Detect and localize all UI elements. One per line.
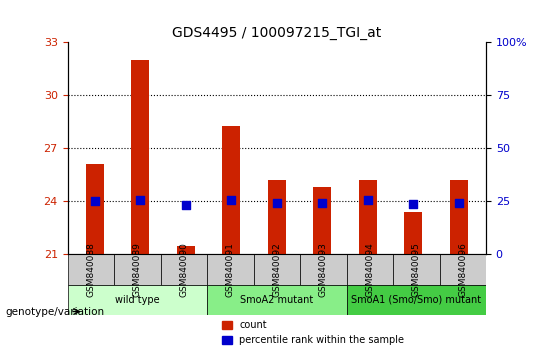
Bar: [222, 126, 240, 255]
Text: GSM840090: GSM840090: [179, 242, 188, 297]
Bar: [268, 180, 286, 255]
Bar: [177, 246, 195, 255]
Text: GSM840089: GSM840089: [133, 242, 141, 297]
FancyBboxPatch shape: [207, 255, 253, 285]
Point: [318, 200, 327, 205]
Text: GSM840091: GSM840091: [226, 242, 235, 297]
Bar: [359, 180, 377, 255]
FancyBboxPatch shape: [68, 255, 114, 285]
FancyBboxPatch shape: [347, 285, 486, 315]
FancyBboxPatch shape: [160, 255, 207, 285]
FancyBboxPatch shape: [347, 255, 393, 285]
FancyBboxPatch shape: [393, 255, 440, 285]
Point: [409, 201, 417, 206]
FancyBboxPatch shape: [253, 255, 300, 285]
FancyBboxPatch shape: [440, 255, 486, 285]
Text: genotype/variation: genotype/variation: [5, 307, 105, 316]
Text: SmoA1 (Smo/Smo) mutant: SmoA1 (Smo/Smo) mutant: [351, 295, 481, 305]
Bar: [86, 164, 104, 255]
Text: GSM840096: GSM840096: [458, 242, 467, 297]
FancyBboxPatch shape: [300, 255, 347, 285]
Title: GDS4495 / 100097215_TGI_at: GDS4495 / 100097215_TGI_at: [172, 26, 381, 40]
Legend: count, percentile rank within the sample: count, percentile rank within the sample: [218, 316, 408, 349]
Bar: [450, 180, 468, 255]
Text: GSM840093: GSM840093: [319, 242, 328, 297]
FancyBboxPatch shape: [114, 255, 160, 285]
Text: wild type: wild type: [115, 295, 159, 305]
Point: [181, 202, 190, 207]
Text: GSM840094: GSM840094: [365, 242, 374, 297]
Bar: [131, 60, 150, 255]
Point: [454, 200, 463, 205]
Text: GSM840088: GSM840088: [86, 242, 95, 297]
Text: GSM840092: GSM840092: [272, 242, 281, 297]
Text: GSM840095: GSM840095: [412, 242, 421, 297]
FancyBboxPatch shape: [68, 285, 207, 315]
Text: SmoA2 mutant: SmoA2 mutant: [240, 295, 313, 305]
Point: [227, 198, 235, 203]
Bar: [404, 212, 422, 255]
Point: [136, 198, 145, 203]
Point: [273, 200, 281, 205]
Point: [363, 198, 372, 203]
Point: [91, 199, 99, 204]
Bar: [313, 187, 332, 255]
FancyBboxPatch shape: [207, 285, 347, 315]
